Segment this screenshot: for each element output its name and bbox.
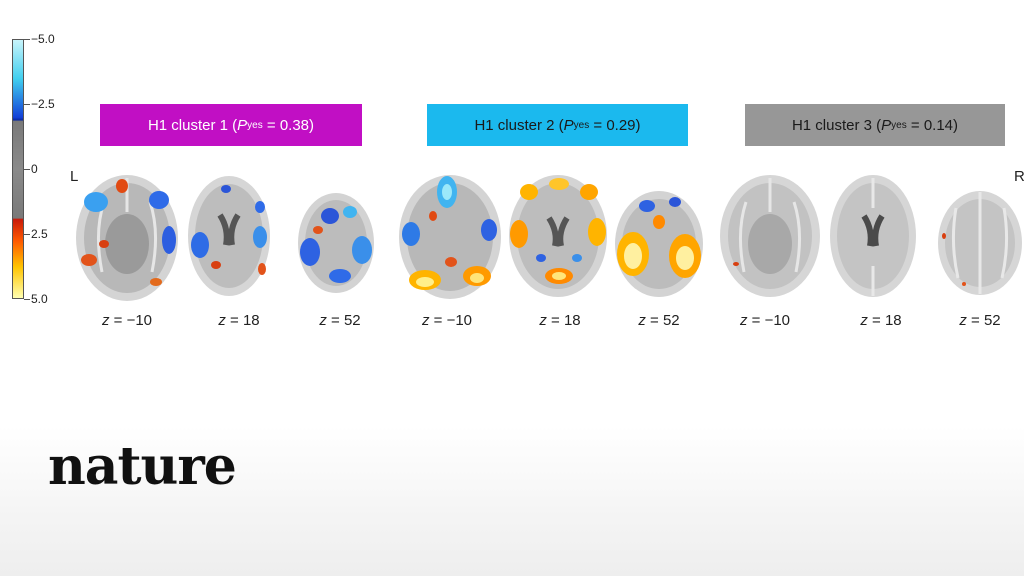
z-symbol: z (539, 312, 547, 329)
slice-label: z = 18 (189, 312, 289, 329)
z-symbol: z (959, 312, 967, 329)
colorbar-label: 0 (31, 162, 38, 176)
right-side-label: R (1014, 168, 1024, 185)
cluster-1-p-symbol: P (237, 116, 248, 134)
brain-slice-cluster3-z-10 (720, 175, 820, 297)
cluster-3-p-value: = 0.14) (906, 116, 959, 134)
slice-label: z = 18 (831, 312, 931, 329)
cluster-1-prefix: H1 cluster 1 ( (147, 116, 238, 134)
z-symbol: z (421, 312, 430, 329)
z-value: = −10 (747, 312, 791, 329)
colorbar (12, 39, 24, 299)
cluster-1-p-sub: yes (247, 119, 263, 131)
colorbar-tick (24, 234, 30, 235)
colorbar-label: −5.0 (31, 32, 55, 46)
cluster-3-p-symbol: P (881, 116, 892, 134)
slice-label: z = −10 (715, 312, 815, 329)
z-value: = 52 (966, 312, 1001, 329)
brain-slice-cluster1-z-10 (76, 175, 178, 301)
z-symbol: z (860, 312, 868, 329)
colorbar-label: 2.5 (31, 227, 48, 241)
slice-label: z = 18 (510, 312, 610, 329)
cluster-2-p-sub: yes (573, 119, 590, 131)
cluster-2-p-symbol: P (563, 116, 574, 134)
slice-label: z = 52 (930, 312, 1024, 329)
z-symbol: z (739, 312, 748, 329)
brain-slice-cluster3-z18 (830, 175, 916, 297)
z-value: = 52 (326, 312, 361, 329)
colorbar-label: −2.5 (31, 97, 55, 111)
cluster-3-p-sub: yes (891, 119, 907, 131)
cluster-1-p-value: = 0.38) (262, 116, 315, 134)
cluster-2-p-value: = 0.29) (589, 116, 641, 134)
slice-label: z = −10 (397, 312, 497, 329)
brain-slice-cluster2-z-10 (399, 175, 501, 299)
brain-slice-cluster2-z18 (509, 175, 607, 297)
z-symbol: z (319, 312, 327, 329)
z-symbol: z (101, 312, 110, 329)
colorbar-tick (24, 104, 30, 105)
brain-slice-cluster3-z52 (938, 191, 1022, 295)
z-symbol: z (638, 312, 646, 329)
brain-slice-cluster2-z52 (615, 191, 703, 297)
brain-slice-cluster1-z18 (188, 176, 270, 296)
z-value: = 18 (867, 312, 902, 329)
left-side-label: L (70, 168, 79, 185)
colorbar-tick (24, 299, 30, 300)
nature-logo: nature (48, 436, 237, 497)
slice-label: z = 52 (290, 312, 390, 329)
z-value: = 18 (546, 312, 581, 329)
z-value: = −10 (429, 312, 473, 329)
z-value: = 18 (225, 312, 260, 329)
z-value: = −10 (109, 312, 153, 329)
colorbar-label: 5.0 (31, 292, 48, 306)
brain-slice-cluster1-z52 (298, 193, 374, 293)
z-symbol: z (218, 312, 226, 329)
z-value: = 52 (645, 312, 680, 329)
colorbar-tick (24, 169, 30, 170)
slice-label: z = 52 (609, 312, 709, 329)
cluster-3-prefix: H1 cluster 3 ( (791, 116, 882, 134)
cluster-2-prefix: H1 cluster 2 ( (474, 116, 564, 134)
slice-label: z = −10 (77, 312, 177, 329)
colorbar-tick (24, 39, 30, 40)
